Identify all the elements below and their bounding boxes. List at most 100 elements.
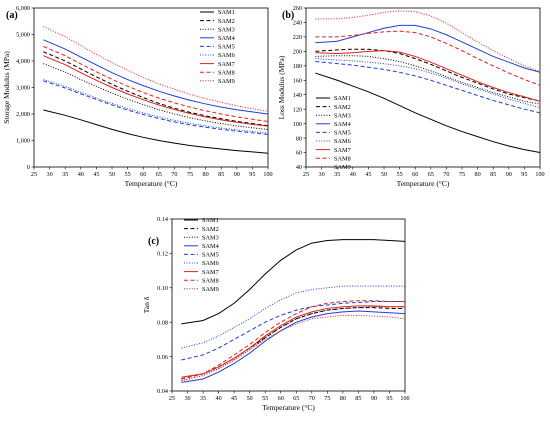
plot-frame [305,7,541,168]
y-axis-title: Loss Modulus (MPa) [277,55,286,119]
legend-label: SAM9 [202,286,219,293]
x-tick-label: 70 [171,171,177,178]
series-line-sam5 [315,60,540,114]
x-tick-label: 65 [156,171,162,178]
x-tick-label: 55 [262,395,268,402]
x-tick-label: 100 [400,395,409,402]
series-line-sam4 [315,24,540,73]
plot-frame [171,218,406,392]
panel-label: (a) [6,10,18,21]
panel-c-tan-delta: (c) 25 30 35 40 45 50 55 60 65 70 75 80 85 90 95 100 0.04… [142,216,410,412]
legend-label: SAM5 [202,252,219,259]
legend-label: SAM5 [334,130,351,137]
x-tick-label: 45 [93,171,99,178]
series-line-sam2 [43,51,268,127]
series-line-sam8 [181,300,405,380]
x-tick-label: 25 [169,395,175,402]
y-tick-label: 0.06 [157,354,168,361]
legend-label: SAM3 [202,234,219,241]
x-tick-label: 55 [125,171,131,178]
x-tick-label: 60 [412,171,418,178]
series-line-sam2 [315,48,540,102]
y-tick-label: 60 [296,150,302,157]
x-tick-label: 40 [350,171,356,178]
y-tick-label: 180 [293,63,302,70]
y-tick-label: 120 [293,106,302,113]
legend-label: SAM4 [202,243,220,250]
y-tick-label: 200 [293,49,302,56]
legend-label: SAM2 [334,104,351,111]
y-tick-label: 6,000 [16,5,30,12]
series-line-sam9 [181,314,405,382]
x-tick-label: 35 [334,171,340,178]
y-tick-label: 140 [293,92,302,99]
x-tick-label: 25 [31,171,37,178]
x-tick-label: 95 [386,395,392,402]
legend-label: SAM4 [218,35,236,42]
legend-label: SAM5 [218,44,235,51]
x-tick-label: 90 [371,395,377,402]
series-line-sam4 [43,39,268,115]
legend-label: SAM4 [334,121,352,128]
x-tick-label: 90 [234,171,240,178]
legend-label: SAM2 [218,18,235,25]
x-tick-label: 80 [203,171,209,178]
y-tick-label: 220 [293,34,302,41]
series-line-sam7 [43,55,268,127]
legend-label: SAM3 [334,112,351,119]
x-tick-label: 25 [303,171,309,178]
legend-label: SAM1 [334,95,351,102]
y-axis-title: Storage Modulus (MPa) [2,51,11,124]
x-tick-label: 70 [443,171,449,178]
y-tick-label: 1,000 [16,138,30,145]
y-tick-label: 80 [296,135,302,142]
x-axis-title: Temperature (°C) [397,179,450,188]
x-tick-label: 85 [490,171,496,178]
legend-label: SAM7 [202,269,219,276]
series-line-sam7 [315,50,540,102]
x-tick-label: 65 [293,395,299,402]
series-line-sam3 [315,55,540,105]
series-line-sam5 [181,301,405,361]
x-axis-title: Temperature (°C) [262,403,315,412]
x-tick-label: 45 [365,171,371,178]
y-tick-label: 3,000 [16,85,30,92]
y-tick-label: 0.04 [157,388,168,395]
x-tick-label: 30 [319,171,325,178]
x-tick-label: 55 [397,171,403,178]
y-tick-label: 2,000 [16,111,30,118]
panel-a-storage-modulus: (a) 25 30 35 40 45 50 55 60 65 70 75 80 85 90 95 100 0 1,0… [2,5,273,188]
legend-label: SAM3 [218,26,235,33]
series-group [43,26,268,154]
series-line-sam1 [315,72,540,154]
legend-label: SAM8 [218,69,235,76]
legend-label: SAM8 [334,155,351,162]
x-tick-label: 75 [187,171,193,178]
x-tick-label: 80 [340,395,346,402]
y-tick-label: 5,000 [16,32,30,39]
legend-label: SAM6 [334,138,351,145]
x-tick-label: 40 [78,171,84,178]
x-tick-label: 100 [535,171,544,178]
panel-b-loss-modulus: (b) 25 30 35 40 45 50 55 60 65 70 75 80 85 90 95 100 40 60… [277,5,545,188]
series-line-sam6 [43,79,268,134]
x-tick-label: 60 [278,395,284,402]
legend-label: SAM1 [218,9,235,16]
x-tick-label: 30 [47,171,53,178]
x-tick-label: 75 [459,171,465,178]
legend-label: SAM7 [334,147,351,154]
series-line-sam8 [315,30,540,86]
series-line-sam2 [181,307,405,380]
y-tick-label: 0 [27,164,30,171]
series-line-sam1 [181,239,405,325]
series-line-sam7 [181,305,405,378]
legend-label: SAM8 [202,277,219,284]
x-tick-label: 35 [200,395,206,402]
x-tick-label: 50 [247,395,253,402]
y-tick-label: 260 [293,5,302,12]
y-tick-label: 0.14 [157,216,168,223]
x-tick-label: 35 [62,171,68,178]
x-tick-label: 80 [475,171,481,178]
